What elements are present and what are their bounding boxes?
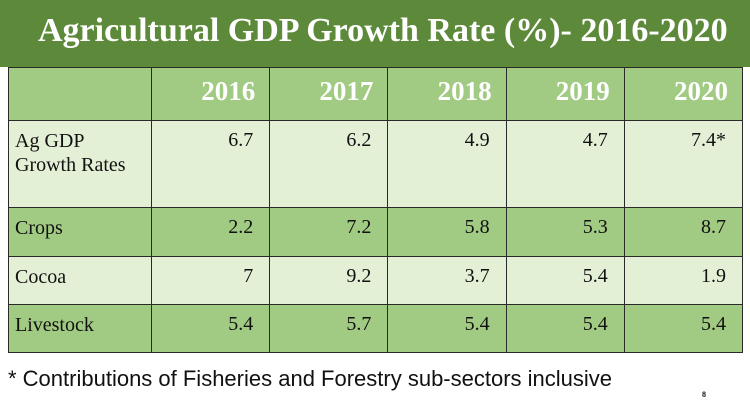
row-label-ag-gdp: Ag GDP Growth Rates bbox=[8, 120, 152, 208]
table-cell: 8.7 bbox=[623, 207, 743, 257]
title-bar: Agricultural GDP Growth Rate (%)- 2016-2… bbox=[0, 0, 750, 67]
row-label-cocoa: Cocoa bbox=[8, 256, 152, 305]
year-header-2016: 2016 bbox=[150, 67, 271, 121]
table-cell: 5.4 bbox=[505, 256, 625, 305]
table-cell: 2.2 bbox=[150, 207, 271, 257]
table-cell: 5.4 bbox=[387, 304, 507, 353]
table-cell: 6.7 bbox=[150, 120, 271, 208]
row-label-livestock: Livestock bbox=[8, 304, 152, 353]
table-cell: 3.7 bbox=[387, 256, 507, 305]
slide-title: Agricultural GDP Growth Rate (%)- 2016-2… bbox=[38, 12, 728, 49]
table-cell: 7.2 bbox=[269, 207, 389, 257]
year-header-2017: 2017 bbox=[269, 67, 389, 121]
table-row-ag-gdp: Ag GDP Growth Rates 6.7 6.2 4.9 4.7 7.4* bbox=[8, 120, 743, 208]
table-cell: 5.4 bbox=[505, 304, 625, 353]
table-cell: 1.9 bbox=[623, 256, 743, 305]
year-header-2019: 2019 bbox=[505, 67, 625, 121]
page-number: 8 bbox=[702, 390, 706, 399]
gdp-growth-table: 2016 2017 2018 2019 2020 Ag GDP Growth R… bbox=[8, 67, 743, 353]
footnote: * Contributions of Fisheries and Forestr… bbox=[8, 366, 613, 391]
table-row-cocoa: Cocoa 7 9.2 3.7 5.4 1.9 bbox=[8, 256, 743, 305]
table-cell: 5.7 bbox=[269, 304, 389, 353]
table-cell: 7.4* bbox=[623, 120, 743, 208]
year-header-2018: 2018 bbox=[387, 67, 507, 121]
table-cell: 5.3 bbox=[505, 207, 625, 257]
row-label-crops: Crops bbox=[8, 207, 152, 257]
table-header-row: 2016 2017 2018 2019 2020 bbox=[8, 67, 743, 121]
table-cell: 6.2 bbox=[269, 120, 389, 208]
table-cell: 5.4 bbox=[150, 304, 271, 353]
header-corner-cell bbox=[8, 67, 152, 121]
table-row-crops: Crops 2.2 7.2 5.8 5.3 8.7 bbox=[8, 207, 743, 257]
table-cell: 5.4 bbox=[623, 304, 743, 353]
table-cell: 9.2 bbox=[269, 256, 389, 305]
year-header-2020: 2020 bbox=[623, 67, 743, 121]
table-row-livestock: Livestock 5.4 5.7 5.4 5.4 5.4 bbox=[8, 304, 743, 353]
table-cell: 7 bbox=[150, 256, 271, 305]
table-cell: 4.9 bbox=[387, 120, 507, 208]
table-cell: 5.8 bbox=[387, 207, 507, 257]
table-cell: 4.7 bbox=[505, 120, 625, 208]
